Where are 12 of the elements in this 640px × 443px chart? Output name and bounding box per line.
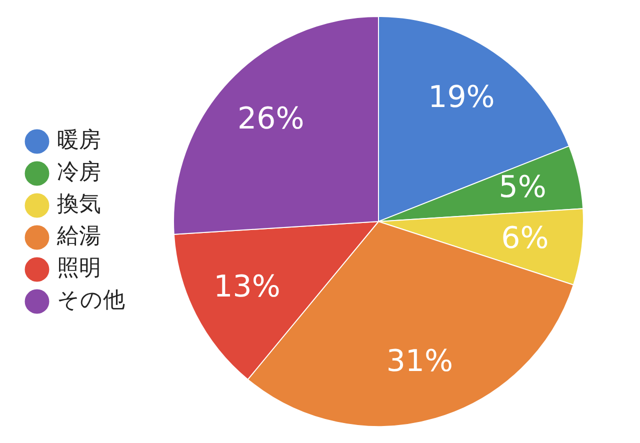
data-label: 31% bbox=[386, 344, 454, 380]
legend-label: 冷房 bbox=[57, 160, 101, 186]
data-label: 5% bbox=[498, 170, 546, 206]
legend-label: その他 bbox=[57, 288, 125, 314]
data-label: 26% bbox=[238, 101, 304, 136]
data-label: 6% bbox=[501, 220, 549, 256]
legend-label: 換気 bbox=[57, 192, 101, 218]
data-label: 13% bbox=[214, 269, 280, 304]
legend-label: 暖房 bbox=[57, 128, 101, 154]
data-label: 19% bbox=[428, 80, 495, 116]
legend-label: 照明 bbox=[57, 256, 101, 282]
legend-label: 給湯 bbox=[56, 224, 101, 250]
